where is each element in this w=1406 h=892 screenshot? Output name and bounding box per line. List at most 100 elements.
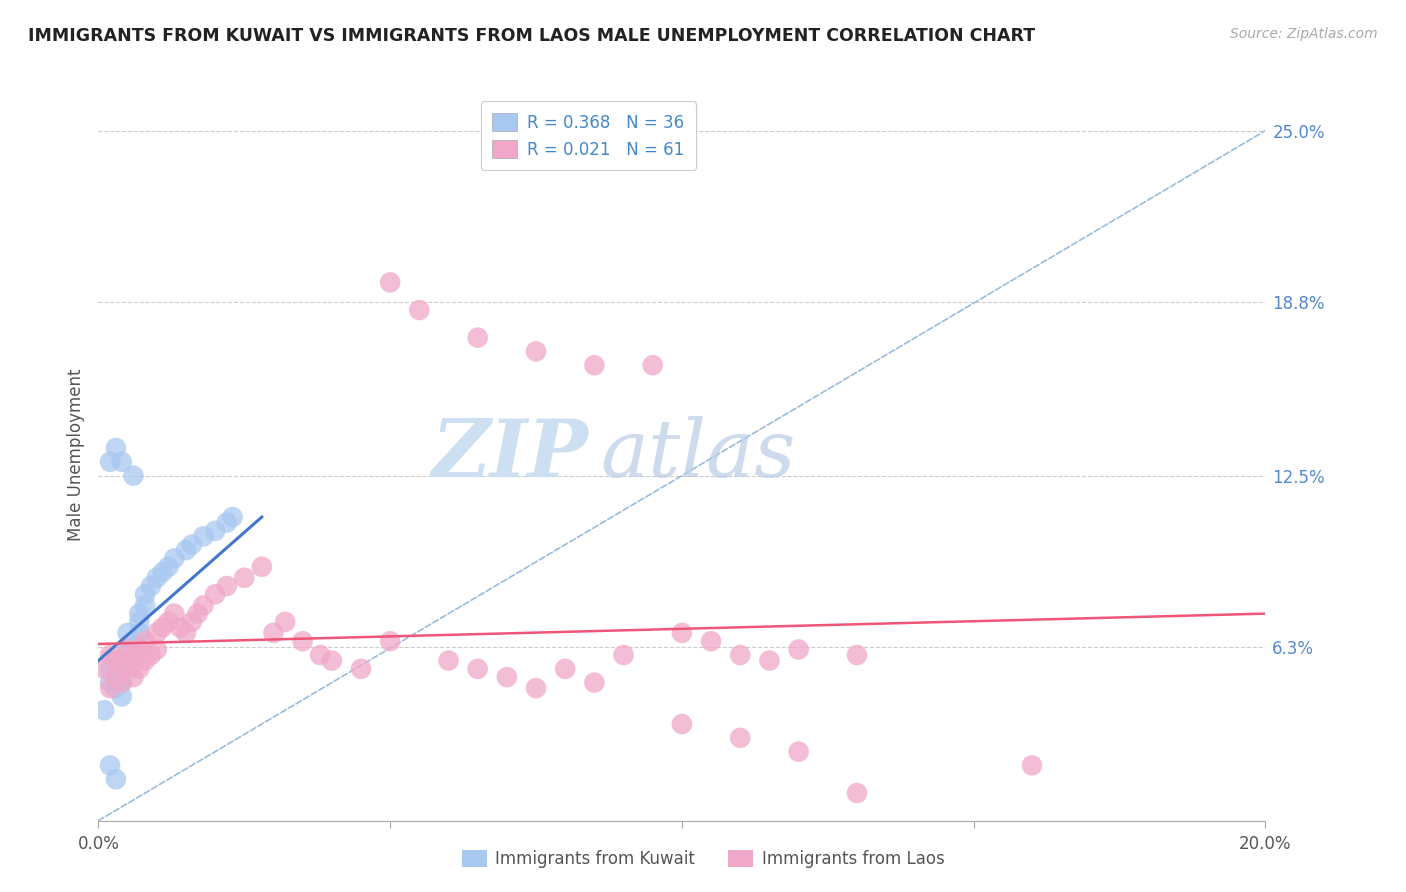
- Point: [98, 648, 121, 662]
- Point: [117, 626, 139, 640]
- Point: [524, 681, 547, 695]
- Point: [139, 648, 162, 662]
- Point: [730, 731, 752, 745]
- Point: [157, 615, 180, 629]
- Point: [169, 620, 191, 634]
- Point: [134, 599, 156, 613]
- Point: [111, 675, 134, 690]
- Point: [98, 675, 121, 690]
- Point: [163, 607, 186, 621]
- Point: [408, 303, 430, 318]
- Point: [321, 654, 343, 668]
- Point: [111, 455, 134, 469]
- Point: [583, 358, 606, 372]
- Point: [152, 620, 174, 634]
- Point: [163, 551, 186, 566]
- Point: [98, 662, 121, 676]
- Point: [215, 516, 238, 530]
- Point: [467, 330, 489, 344]
- Point: [146, 571, 169, 585]
- Point: [554, 662, 576, 676]
- Text: IMMIGRANTS FROM KUWAIT VS IMMIGRANTS FROM LAOS MALE UNEMPLOYMENT CORRELATION CHA: IMMIGRANTS FROM KUWAIT VS IMMIGRANTS FRO…: [28, 27, 1035, 45]
- Point: [467, 662, 489, 676]
- Point: [215, 579, 238, 593]
- Point: [139, 579, 162, 593]
- Point: [437, 654, 460, 668]
- Point: [1021, 758, 1043, 772]
- Point: [117, 642, 139, 657]
- Point: [233, 571, 256, 585]
- Point: [104, 681, 127, 695]
- Point: [98, 455, 121, 469]
- Point: [93, 703, 115, 717]
- Point: [180, 538, 202, 552]
- Text: ZIP: ZIP: [432, 417, 589, 493]
- Point: [146, 626, 169, 640]
- Point: [111, 675, 134, 690]
- Point: [93, 662, 115, 676]
- Point: [250, 559, 273, 574]
- Point: [122, 648, 145, 662]
- Point: [846, 648, 869, 662]
- Point: [787, 642, 810, 657]
- Point: [671, 717, 693, 731]
- Point: [104, 654, 127, 668]
- Text: Source: ZipAtlas.com: Source: ZipAtlas.com: [1230, 27, 1378, 41]
- Point: [104, 670, 127, 684]
- Point: [134, 654, 156, 668]
- Point: [730, 648, 752, 662]
- Point: [380, 634, 402, 648]
- Text: atlas: atlas: [600, 417, 796, 493]
- Point: [671, 626, 693, 640]
- Point: [104, 670, 127, 684]
- Point: [128, 615, 150, 629]
- Point: [846, 786, 869, 800]
- Point: [128, 642, 150, 657]
- Point: [111, 654, 134, 668]
- Point: [128, 662, 150, 676]
- Point: [174, 543, 197, 558]
- Point: [641, 358, 664, 372]
- Point: [157, 559, 180, 574]
- Point: [787, 745, 810, 759]
- Point: [180, 615, 202, 629]
- Y-axis label: Male Unemployment: Male Unemployment: [66, 368, 84, 541]
- Point: [204, 524, 226, 538]
- Point: [146, 642, 169, 657]
- Point: [524, 344, 547, 359]
- Point: [134, 634, 156, 648]
- Point: [122, 634, 145, 648]
- Point: [262, 626, 284, 640]
- Point: [122, 670, 145, 684]
- Point: [380, 276, 402, 290]
- Point: [291, 634, 314, 648]
- Point: [134, 587, 156, 601]
- Point: [117, 642, 139, 657]
- Point: [98, 758, 121, 772]
- Point: [111, 690, 134, 704]
- Point: [758, 654, 780, 668]
- Point: [117, 654, 139, 668]
- Point: [309, 648, 332, 662]
- Point: [583, 675, 606, 690]
- Point: [174, 626, 197, 640]
- Point: [187, 607, 209, 621]
- Point: [152, 566, 174, 580]
- Point: [122, 468, 145, 483]
- Point: [128, 607, 150, 621]
- Legend: R = 0.368   N = 36, R = 0.021   N = 61: R = 0.368 N = 36, R = 0.021 N = 61: [481, 101, 696, 170]
- Point: [700, 634, 723, 648]
- Point: [221, 510, 243, 524]
- Point: [104, 772, 127, 787]
- Point: [128, 626, 150, 640]
- Point: [193, 529, 215, 543]
- Point: [122, 648, 145, 662]
- Point: [104, 654, 127, 668]
- Point: [193, 599, 215, 613]
- Point: [274, 615, 297, 629]
- Point: [111, 662, 134, 676]
- Point: [104, 441, 127, 455]
- Point: [117, 662, 139, 676]
- Point: [98, 681, 121, 695]
- Legend: Immigrants from Kuwait, Immigrants from Laos: Immigrants from Kuwait, Immigrants from …: [456, 843, 950, 875]
